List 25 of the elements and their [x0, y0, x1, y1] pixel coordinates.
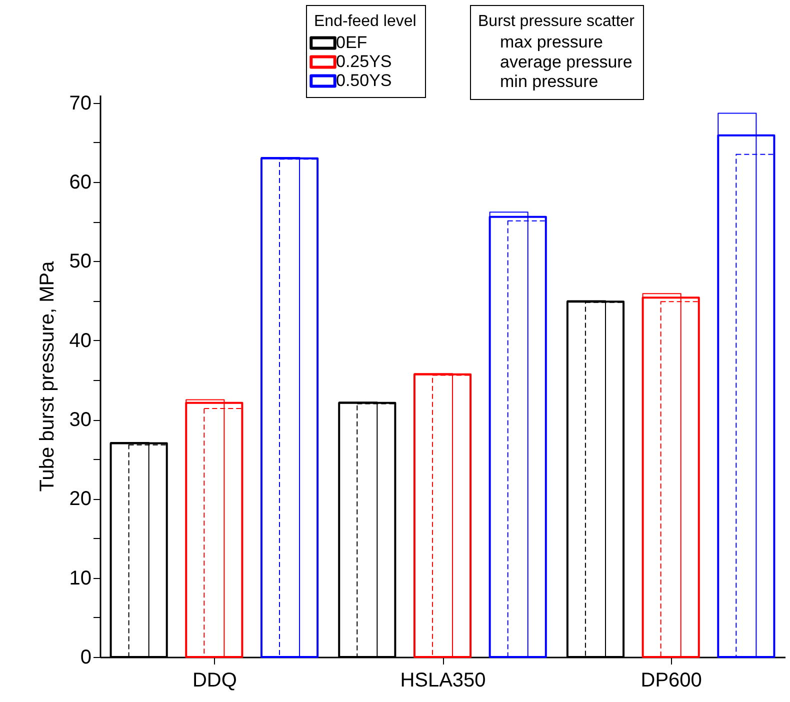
y-tick-label: 60: [69, 172, 92, 194]
legend-title: End-feed level: [314, 13, 416, 30]
text: average pressure: [500, 52, 632, 72]
legend-label: 0.25YS: [336, 52, 392, 71]
bar: [413, 373, 472, 658]
x-tick-label: DP600: [640, 670, 702, 692]
legend-label: 0EF: [336, 33, 368, 52]
text: max pressure: [500, 32, 603, 52]
x-tick-label: DDQ: [192, 670, 237, 692]
y-tick-label: 30: [69, 409, 92, 432]
y-tick-label: 20: [69, 488, 92, 510]
y-tick-label: 50: [69, 250, 92, 273]
bar: [185, 402, 244, 658]
x-tick-label: HSLA350: [400, 670, 486, 692]
legend-label: 0.50YS: [336, 71, 392, 90]
y-tick-label: 10: [69, 567, 92, 590]
y-axis-title: Tube burst pressure, MPa: [36, 260, 58, 492]
bar: [642, 296, 700, 658]
y-tick-label: 40: [69, 330, 92, 352]
y-tick-label: 70: [69, 92, 92, 114]
text: min pressure: [500, 72, 598, 91]
text: Burst pressure scatter: [478, 13, 636, 30]
bar: [488, 216, 547, 658]
y-tick-label: 0: [80, 646, 92, 668]
bar: [260, 157, 319, 658]
